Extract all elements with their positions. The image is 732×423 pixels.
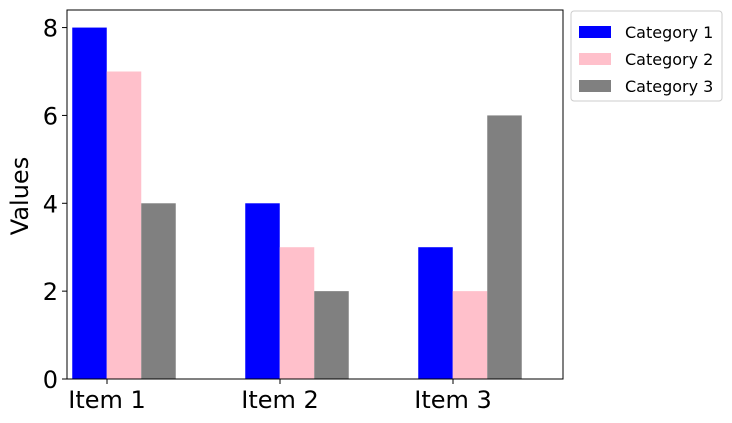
x-tick-label: Item 2: [241, 386, 319, 414]
legend-label: Category 2: [625, 50, 713, 69]
legend-swatch: [579, 53, 611, 65]
legend: Category 1 Category 2 Category 3: [570, 10, 723, 102]
legend-swatch: [579, 80, 611, 92]
x-tick-label: Item 1: [68, 386, 146, 414]
y-tick-label: 0: [43, 366, 58, 394]
bar-category-2-item-3: [452, 291, 488, 379]
legend-label: Category 1: [625, 23, 713, 42]
y-axis-title: Values: [6, 157, 34, 235]
y-tick-label: 6: [43, 102, 58, 130]
bar-category-1-item-1: [72, 27, 107, 379]
bar-category-3-item-2: [314, 291, 349, 379]
y-axis: 0 2 4 6 8: [43, 15, 67, 394]
plot-frame: [66, 9, 564, 380]
y-tick-label: 2: [43, 278, 58, 306]
x-tick-label: Item 3: [414, 386, 492, 414]
bar-category-2-item-2: [279, 247, 315, 379]
legend-swatch: [579, 26, 611, 38]
y-tick-label: 8: [43, 15, 58, 43]
legend-label: Category 3: [625, 77, 713, 96]
x-axis: Item 1 Item 2 Item 3: [68, 379, 492, 414]
bar-category-2-item-1: [106, 71, 142, 379]
bar-category-1-item-3: [418, 247, 453, 379]
y-tick-label: 4: [43, 190, 58, 218]
bar-category-3-item-3: [487, 115, 522, 380]
bar-category-3-item-1: [141, 203, 176, 379]
bar-category-1-item-2: [245, 203, 280, 379]
bars-layer: [72, 27, 522, 380]
